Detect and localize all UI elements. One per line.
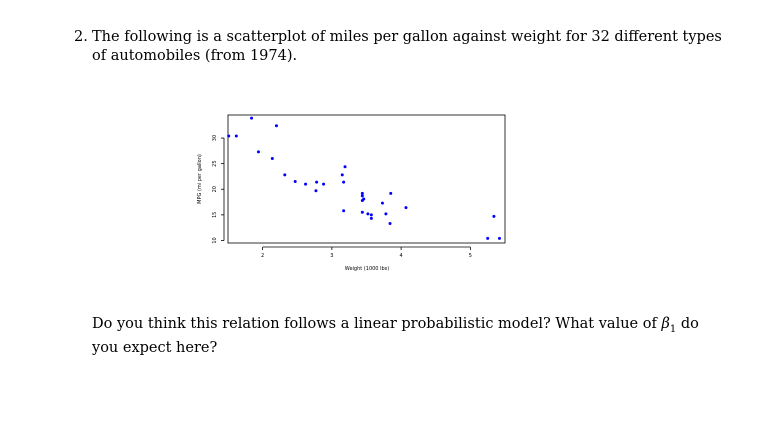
beta-1-symbol: β1 [661,316,677,335]
y-axis-label: MPG (mi per gallon) [197,154,203,204]
prompt-line-1: Do you think this relation follows a lin… [92,315,712,339]
data-point [366,212,370,216]
y-tick-label: 20 [212,186,218,192]
data-point [369,216,373,220]
question-number: 2. [74,29,88,45]
x-tick-label: 5 [469,253,472,259]
data-points [227,116,501,240]
y-tick-label: 15 [212,212,218,218]
data-point [256,150,260,154]
data-point [492,214,496,218]
data-point [384,212,388,216]
data-point [342,180,346,184]
data-point [274,124,278,128]
data-point [283,173,287,177]
question-line-2: of automobiles (from 1974). [92,48,298,64]
data-point [250,116,254,120]
data-point [360,194,364,198]
data-point [360,199,364,203]
data-point [389,191,393,195]
scatterplot-svg: 2 3 4 5 10 15 20 25 30 Weight (1000 lbs) MPG (m… [197,114,506,272]
x-tick-label: 4 [400,253,403,259]
y-tick-label: 10 [212,237,218,243]
data-point [234,134,238,138]
x-tick-label: 3 [330,253,333,259]
data-point [270,157,274,161]
data-point [342,209,346,213]
data-point [404,206,408,210]
x-axis-label: Weight (1000 lbs) [345,266,389,272]
data-point [322,182,326,186]
beta-symbol: β [661,316,670,332]
prompt-text: Do you think this relation follows a lin… [92,315,712,358]
data-point [360,191,364,195]
data-point [315,180,319,184]
data-point [369,213,373,217]
y-tick-label: 30 [212,135,218,141]
x-tick-label: 2 [261,253,264,259]
question-line-1: 2. The following is a scatterplot of mile… [74,28,722,47]
data-point [360,210,364,214]
question-line-1-text: The following is a scatterplot of miles … [92,29,722,45]
data-point [304,182,308,186]
data-point [314,189,318,193]
prompt-line-1-before: Do you think this relation follows a lin… [92,316,662,332]
prompt-line-2: you expect here? [92,339,218,356]
data-point [227,134,231,138]
data-point [293,180,297,184]
y-ticks: 10 15 20 25 30 [212,135,224,244]
question-text: 2. The following is a scatterplot of mile… [74,28,722,66]
beta-subscript: 1 [669,323,677,335]
data-point [388,222,392,226]
prompt-line-1-after: do [676,316,699,332]
plot-frame [227,114,506,244]
scatterplot: 2 3 4 5 10 15 20 25 30 Weight (1000 lbs) MPG (m… [185,112,515,276]
y-tick-label: 25 [212,160,218,166]
data-point [497,236,501,240]
data-point [380,201,384,205]
data-point [486,236,490,240]
data-point [343,165,347,169]
x-ticks: 2 3 4 5 [261,247,472,259]
data-point [340,173,344,177]
